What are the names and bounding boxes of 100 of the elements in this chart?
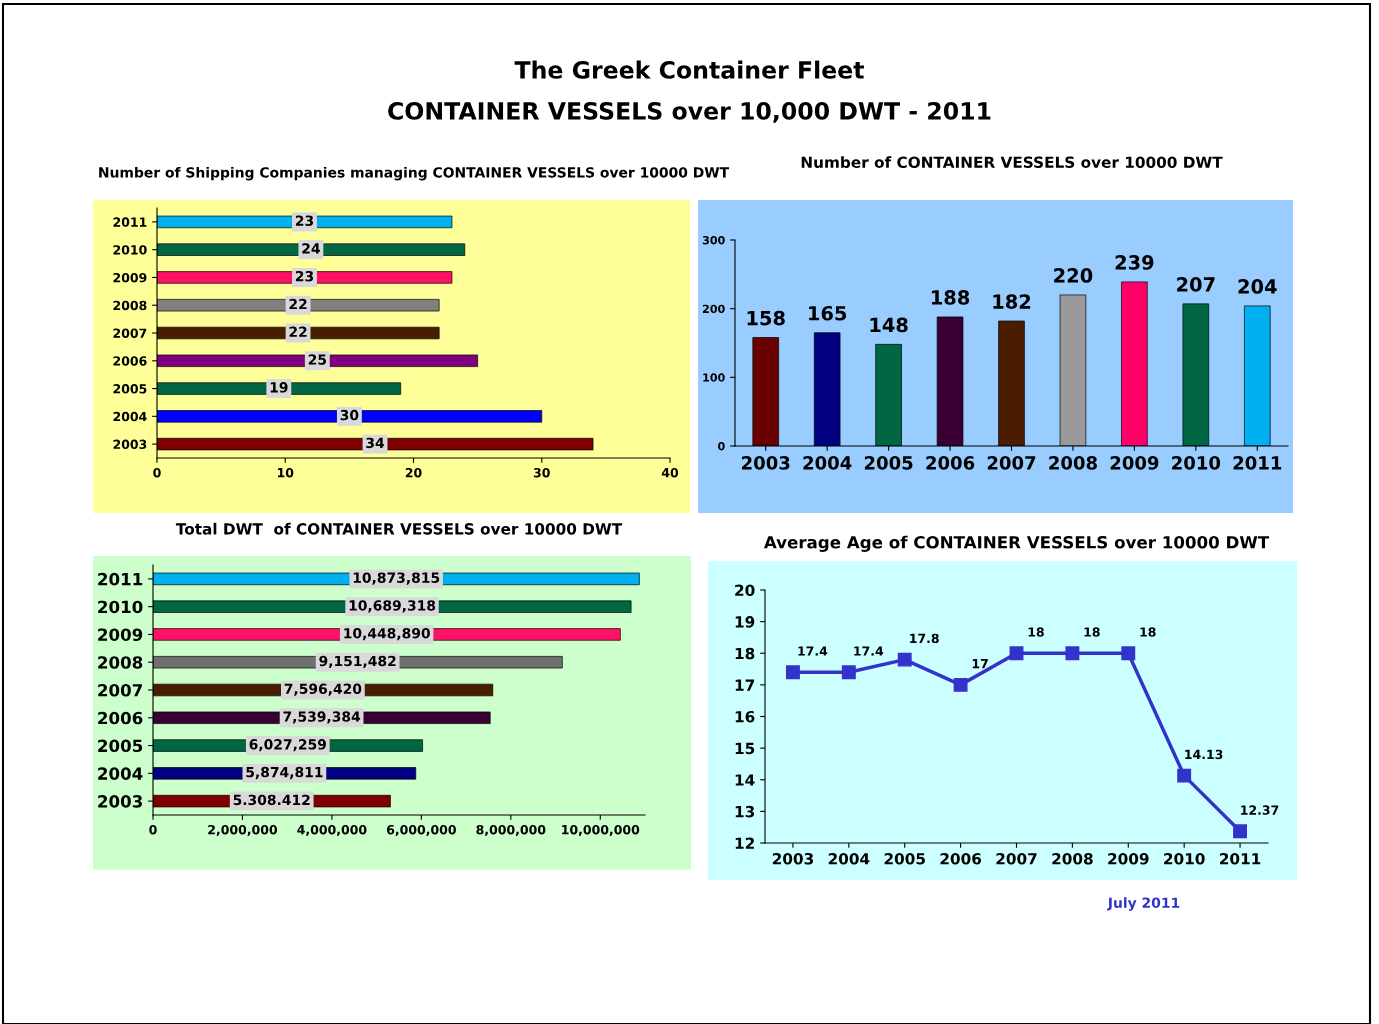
- data-label: 10,689,318: [349, 600, 436, 613]
- point: [953, 677, 968, 692]
- data-label: 220: [1054, 268, 1093, 283]
- x-tick-label: 2007: [987, 456, 1036, 470]
- data-label: 12.37: [1241, 805, 1279, 815]
- y-tick-label: 2011: [98, 572, 143, 586]
- point: [1233, 824, 1248, 839]
- data-label: 165: [809, 305, 847, 321]
- data-label: 18: [1028, 627, 1044, 637]
- x-tick-label: 30: [533, 467, 550, 478]
- chart-title: Number of CONTAINER VESSELS over 10000 DWT: [801, 156, 1223, 168]
- y-tick-label: 2003: [98, 795, 142, 808]
- y-tick-label: 2010: [113, 245, 147, 255]
- x-tick-label: 2009: [1108, 852, 1149, 865]
- x-tick-label: 2004: [828, 852, 870, 865]
- data-label: 17.8: [910, 633, 939, 644]
- data-label: 19: [270, 382, 288, 393]
- point: [841, 665, 856, 680]
- y-tick-label: 200: [702, 304, 725, 314]
- x-tick-label: 2011: [1220, 852, 1261, 865]
- point: [1121, 646, 1136, 661]
- y-tick-label: 0: [718, 441, 725, 451]
- chart-title: Total DWT of CONTAINER VESSELS over 10000 DWT: [175, 522, 623, 535]
- y-tick-label: 2007: [98, 683, 142, 697]
- y-tick-label: 16: [735, 710, 755, 723]
- x-tick-label: 10: [277, 467, 294, 478]
- data-label: 23: [295, 215, 314, 226]
- y-tick-label: 17: [735, 679, 755, 691]
- point: [1065, 646, 1080, 661]
- x-tick-label: 8,000,000: [476, 824, 546, 836]
- data-label: 5,874,811: [246, 766, 323, 780]
- y-tick-label: 2006: [113, 356, 147, 366]
- data-label: 18: [1084, 627, 1100, 637]
- data-label: 10,448,890: [344, 627, 430, 641]
- data-label: 10,873,815: [353, 572, 440, 585]
- data-label: 25: [308, 354, 327, 365]
- y-tick-label: 2010: [98, 600, 143, 614]
- data-label: 18: [1140, 627, 1156, 637]
- x-tick-label: 0: [149, 824, 157, 835]
- x-tick-label: 2011: [1233, 456, 1282, 470]
- x-tick-label: 2005: [884, 852, 925, 865]
- x-tick-label: 0: [153, 467, 161, 478]
- data-label: 182: [993, 294, 1031, 309]
- y-tick-label: 2003: [113, 439, 147, 450]
- data-label: 5.308.412: [233, 794, 310, 806]
- data-label: 17: [972, 659, 988, 669]
- y-tick-label: 2005: [98, 739, 143, 753]
- y-tick-label: 15: [735, 742, 755, 755]
- data-label: 24: [302, 243, 320, 254]
- point: [897, 652, 912, 667]
- x-tick-label: 2006: [940, 852, 982, 865]
- y-tick-label: 14: [735, 774, 755, 786]
- data-label: 34: [366, 437, 385, 449]
- x-tick-label: 40: [661, 467, 679, 478]
- point: [785, 665, 800, 680]
- y-tick-label: 12: [735, 837, 754, 849]
- chart-title: Average Age of CONTAINER VESSELS over 10000 DWT: [763, 535, 1270, 552]
- x-tick-label: 10,000,000: [562, 824, 640, 836]
- data-label: 6,027,259: [249, 739, 326, 752]
- data-label: 7,539,384: [283, 711, 361, 724]
- data-label: 23: [295, 270, 314, 282]
- y-tick-label: 2007: [113, 328, 147, 338]
- x-tick-label: 2009: [1110, 456, 1159, 470]
- x-tick-label: 6,000,000: [386, 824, 456, 836]
- y-tick-label: 19: [735, 616, 755, 628]
- data-label: 158: [747, 310, 785, 326]
- x-tick-label: 2004: [803, 456, 852, 470]
- data-label: 17.4: [854, 646, 884, 656]
- x-tick-label: 2007: [996, 852, 1037, 865]
- x-tick-label: 2008: [1049, 456, 1097, 470]
- x-tick-label: 2010: [1164, 852, 1205, 865]
- data-label: 9,151,482: [319, 655, 396, 669]
- data-label: 207: [1177, 277, 1215, 292]
- data-label: 17.4: [798, 646, 828, 656]
- x-tick-label: 2,000,000: [208, 824, 278, 836]
- data-label: 30: [340, 409, 359, 421]
- text: July 2011: [1107, 897, 1180, 911]
- y-tick-label: 2008: [98, 656, 143, 669]
- data-label: 148: [870, 317, 908, 333]
- data-label: 14.13: [1185, 749, 1223, 760]
- text: CONTAINER VESSELS over 10,000 DWT - 2011: [388, 101, 991, 123]
- y-tick-label: 20: [735, 584, 755, 597]
- x-tick-label: 4,000,000: [297, 824, 367, 836]
- y-tick-label: 2011: [113, 217, 147, 227]
- y-tick-label: 2006: [98, 711, 143, 725]
- y-tick-label: 2005: [113, 384, 147, 394]
- x-tick-label: 2008: [1052, 852, 1093, 865]
- y-tick-label: 100: [703, 373, 725, 382]
- y-tick-label: 2009: [113, 272, 147, 283]
- x-tick-label: 20: [405, 467, 422, 478]
- y-tick-label: 2008: [113, 300, 147, 311]
- y-tick-label: 2004: [113, 411, 147, 422]
- y-tick-label: 300: [702, 235, 725, 245]
- data-label: 239: [1115, 255, 1154, 270]
- data-label: 204: [1238, 279, 1277, 294]
- point: [1177, 768, 1192, 783]
- data-label: 22: [289, 326, 307, 337]
- data-label: 7,596,420: [284, 683, 362, 696]
- text: The Greek Container Fleet: [514, 60, 864, 79]
- x-tick-label: 2003: [772, 852, 813, 865]
